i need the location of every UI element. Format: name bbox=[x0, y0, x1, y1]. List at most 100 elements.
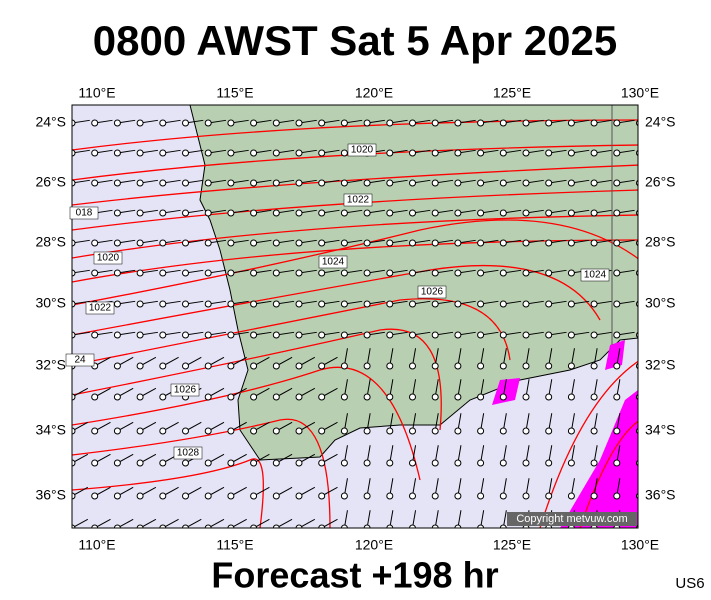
station bbox=[72, 427, 76, 435]
station bbox=[227, 179, 235, 187]
lat-label: 36°S bbox=[645, 487, 676, 503]
lon-label: 115°E bbox=[216, 85, 253, 101]
station bbox=[567, 300, 575, 308]
station bbox=[567, 149, 575, 157]
station bbox=[454, 524, 462, 528]
station bbox=[318, 524, 326, 528]
station bbox=[113, 179, 121, 187]
station bbox=[590, 393, 598, 401]
station bbox=[590, 149, 598, 157]
station bbox=[340, 427, 348, 435]
station bbox=[567, 331, 575, 339]
station bbox=[567, 492, 575, 500]
station bbox=[136, 179, 144, 187]
isobar-label: 1020 bbox=[351, 145, 374, 156]
station bbox=[454, 149, 462, 157]
station bbox=[227, 524, 235, 528]
station bbox=[250, 209, 258, 217]
station bbox=[340, 149, 348, 157]
station bbox=[613, 239, 621, 247]
station bbox=[159, 209, 167, 217]
station bbox=[386, 119, 394, 127]
station bbox=[386, 393, 394, 401]
station bbox=[567, 239, 575, 247]
station bbox=[409, 269, 416, 277]
station bbox=[136, 492, 144, 500]
copyright-box bbox=[507, 512, 637, 526]
station bbox=[295, 427, 303, 435]
station bbox=[340, 393, 348, 401]
station bbox=[91, 393, 99, 401]
station bbox=[159, 427, 167, 435]
station bbox=[431, 119, 439, 127]
station bbox=[72, 149, 76, 157]
station bbox=[295, 393, 303, 401]
isobar bbox=[72, 144, 638, 181]
station bbox=[113, 492, 121, 500]
station bbox=[636, 362, 638, 370]
station bbox=[454, 119, 462, 127]
station bbox=[454, 393, 462, 401]
station bbox=[204, 239, 212, 247]
station bbox=[295, 331, 303, 339]
station bbox=[386, 239, 394, 247]
station bbox=[272, 362, 280, 370]
station bbox=[477, 119, 485, 127]
station bbox=[113, 269, 121, 277]
station bbox=[454, 459, 462, 467]
station bbox=[499, 393, 507, 401]
station bbox=[227, 427, 235, 435]
station bbox=[204, 524, 212, 528]
station bbox=[250, 524, 258, 528]
lat-label: 26°S bbox=[645, 174, 676, 190]
station bbox=[522, 427, 530, 435]
station bbox=[386, 300, 394, 308]
station bbox=[522, 300, 530, 308]
station bbox=[182, 239, 189, 247]
station bbox=[431, 209, 439, 217]
station bbox=[182, 524, 189, 528]
wind-barb bbox=[640, 332, 658, 335]
station bbox=[227, 331, 235, 339]
station bbox=[250, 269, 258, 277]
station bbox=[318, 119, 326, 127]
station bbox=[499, 149, 507, 157]
station bbox=[545, 331, 553, 339]
station bbox=[136, 149, 144, 157]
station bbox=[318, 300, 326, 308]
station bbox=[409, 149, 416, 157]
station bbox=[363, 459, 371, 467]
station bbox=[182, 149, 189, 157]
station bbox=[477, 239, 485, 247]
station bbox=[318, 149, 326, 157]
lat-label: 24°S bbox=[35, 114, 66, 130]
station bbox=[113, 209, 121, 217]
station bbox=[340, 269, 348, 277]
station bbox=[318, 179, 326, 187]
lat-label: 34°S bbox=[645, 422, 676, 438]
station bbox=[613, 119, 621, 127]
station bbox=[613, 492, 621, 500]
station bbox=[136, 331, 144, 339]
isobar bbox=[72, 189, 638, 231]
station bbox=[136, 362, 144, 370]
station bbox=[318, 459, 326, 467]
station bbox=[613, 393, 621, 401]
lon-label: 110°E bbox=[78, 85, 115, 101]
station bbox=[567, 393, 575, 401]
station bbox=[295, 362, 303, 370]
station bbox=[272, 331, 280, 339]
station bbox=[159, 300, 167, 308]
isobar-label-box bbox=[173, 446, 203, 460]
station bbox=[159, 362, 167, 370]
isobar-label: 1024 bbox=[584, 270, 607, 281]
copyright: Copyright metvuw.com bbox=[516, 513, 627, 525]
station bbox=[386, 459, 394, 467]
station bbox=[295, 209, 303, 217]
station bbox=[159, 119, 167, 127]
isobar-label: 1022 bbox=[89, 303, 112, 314]
station bbox=[409, 119, 416, 127]
station bbox=[72, 524, 76, 528]
station bbox=[363, 300, 371, 308]
